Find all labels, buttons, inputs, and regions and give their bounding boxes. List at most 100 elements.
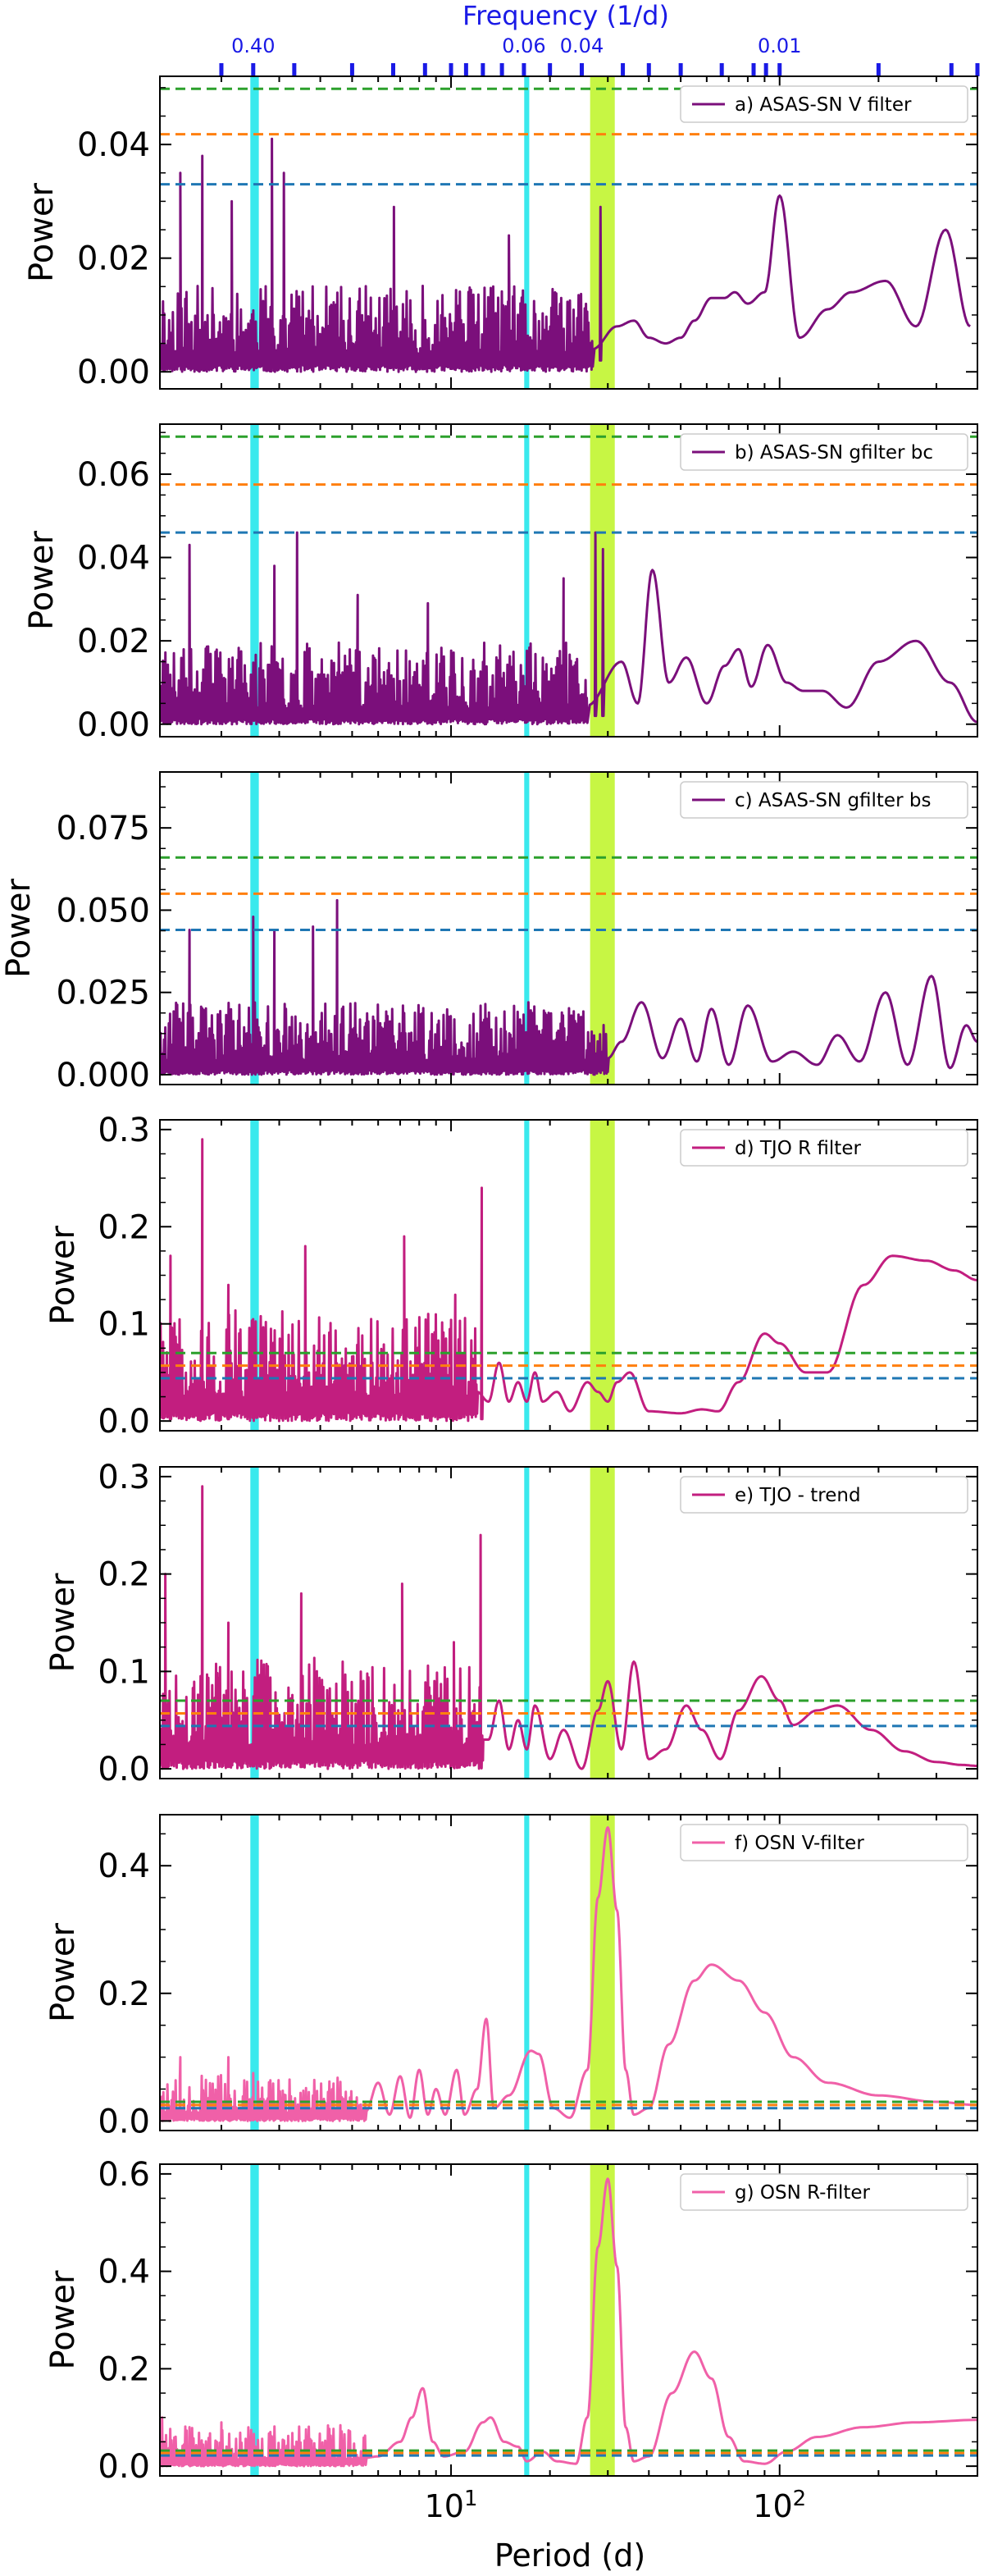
y-tick-label: 0.2 [98, 1208, 150, 1246]
y-axis-title: Power [0, 878, 38, 977]
series-line-e [160, 1485, 977, 1770]
legend-box [680, 1824, 968, 1861]
legend-label: b) ASAS-SN gfilter bc [735, 442, 933, 464]
highlight-band-1 [250, 1120, 259, 1431]
legend-label: e) TJO - trend [735, 1485, 861, 1506]
y-tick-label: 0.00 [77, 706, 150, 744]
x-tick-label: 102 [753, 2487, 806, 2524]
x-tick-label: 101 [425, 2487, 478, 2524]
panel-b: 0.00 0.02 0.04 0.06 Power b) ASAS-SN gfilter … [23, 423, 978, 744]
panel-a: 0.00 0.02 0.04 Power a) ASAS-SN V filter [23, 75, 978, 391]
legend-label: f) OSN V-filter [735, 1833, 864, 1854]
frequency-tick-label: 0.40 [231, 34, 275, 57]
frequency-axis-title: Frequency (1/d) [462, 0, 669, 31]
y-tick-label: 0.6 [98, 2156, 150, 2194]
y-tick-label: 0.000 [56, 1057, 150, 1094]
series-line-c [160, 898, 977, 1076]
y-tick-label: 0.04 [77, 540, 150, 578]
legend-box [680, 2173, 968, 2211]
highlight-band-2 [524, 76, 530, 389]
legend: d) TJO R filter [680, 1129, 968, 1167]
highlight-band-1 [250, 424, 259, 737]
highlight-band-1 [250, 1815, 259, 2131]
legend: a) ASAS-SN V filter [680, 85, 968, 123]
y-tick-label: 0.4 [98, 2254, 150, 2291]
plot-frame [159, 423, 978, 738]
frequency-tick-label: 0.06 [502, 34, 545, 57]
period-axis: 101 102 [425, 2487, 807, 2524]
highlight-band-2 [524, 2164, 530, 2476]
y-tick-label: 0.00 [77, 354, 150, 391]
y-tick-label: 0.2 [98, 1556, 150, 1594]
highlight-band-2 [524, 1467, 530, 1779]
legend-box [680, 1476, 968, 1514]
y-tick-label: 0.3 [98, 1112, 150, 1149]
y-tick-label: 0.1 [98, 1653, 150, 1691]
legend-label: d) TJO R filter [735, 1138, 861, 1159]
frequency-tick-label: 0.04 [560, 34, 604, 57]
plot-frame [159, 75, 978, 390]
highlight-band-2 [524, 1120, 530, 1431]
panel-c: 0.000 0.025 0.050 0.075 Power c) ASAS-SN gfil… [0, 771, 978, 1094]
y-axis-title: Power [23, 530, 61, 629]
y-tick-label: 0.2 [98, 1975, 150, 2013]
y-axis-title: Power [44, 1573, 82, 1672]
highlight-band-2 [524, 424, 530, 737]
panel-g: 0.0 0.2 0.4 0.6 Power g) OSN R-filter [44, 2156, 978, 2486]
legend: b) ASAS-SN gfilter bc [680, 433, 968, 471]
legend: c) ASAS-SN gfilter bs [680, 781, 968, 819]
plot-frame [159, 1814, 978, 2131]
legend: g) OSN R-filter [680, 2173, 968, 2211]
highlight-band-1 [250, 772, 259, 1085]
legend-label: c) ASAS-SN gfilter bs [735, 790, 931, 811]
series-line-g [160, 2177, 977, 2468]
highlight-band-3 [590, 1120, 615, 1431]
y-axis-title: Power [44, 1225, 82, 1324]
y-tick-label: 0.0 [98, 1751, 150, 1788]
plot-frame [159, 771, 978, 1085]
panel-e: 0.0 0.1 0.2 0.3 Power e) TJO - trend [44, 1459, 978, 1788]
legend-box [680, 433, 968, 471]
legend-box [680, 781, 968, 819]
y-axis-title: Power [44, 1922, 82, 2021]
legend: e) TJO - trend [680, 1476, 968, 1514]
highlight-band-1 [250, 76, 259, 389]
highlight-band-1 [250, 2164, 259, 2476]
legend-label: g) OSN R-filter [735, 2182, 870, 2204]
panel-f: 0.0 0.2 0.4 Power f) OSN V-filter [44, 1814, 978, 2140]
legend: f) OSN V-filter [680, 1824, 968, 1861]
highlight-band-3 [590, 1467, 615, 1779]
y-tick-label: 0.075 [56, 810, 150, 847]
y-axis-title: Power [23, 182, 61, 281]
y-tick-label: 0.1 [98, 1306, 150, 1344]
y-tick-label: 0.02 [77, 623, 150, 660]
y-tick-label: 0.0 [98, 1403, 150, 1441]
y-tick-label: 0.06 [77, 456, 150, 494]
panel-d: 0.0 0.1 0.2 0.3 Power d) TJO R filter [44, 1112, 978, 1441]
y-tick-label: 0.2 [98, 2350, 150, 2388]
highlight-band-2 [524, 772, 530, 1085]
series-line-d [160, 1138, 977, 1423]
highlight-band-1 [250, 1467, 259, 1779]
highlight-band-3 [590, 76, 615, 389]
period-axis-title: Period (d) [494, 2537, 645, 2574]
y-tick-label: 0.050 [56, 892, 150, 929]
y-tick-label: 0.3 [98, 1459, 150, 1496]
legend-box [680, 85, 968, 123]
legend-box [680, 1129, 968, 1167]
y-tick-label: 0.0 [98, 2103, 150, 2140]
series-line-b [160, 531, 977, 726]
y-axis-title: Power [44, 2270, 82, 2369]
y-tick-label: 0.4 [98, 1848, 150, 1885]
y-tick-label: 0.0 [98, 2448, 150, 2486]
series-line-a [160, 137, 971, 373]
y-tick-label: 0.02 [77, 240, 150, 278]
frequency-axis: 0.40 0.06 0.04 0.01 [219, 34, 980, 76]
legend-label: a) ASAS-SN V filter [735, 94, 912, 116]
highlight-band-2 [524, 1815, 530, 2131]
y-tick-label: 0.04 [77, 126, 150, 164]
frequency-tick-label: 0.01 [758, 34, 801, 57]
series-line-f [160, 1826, 977, 2122]
